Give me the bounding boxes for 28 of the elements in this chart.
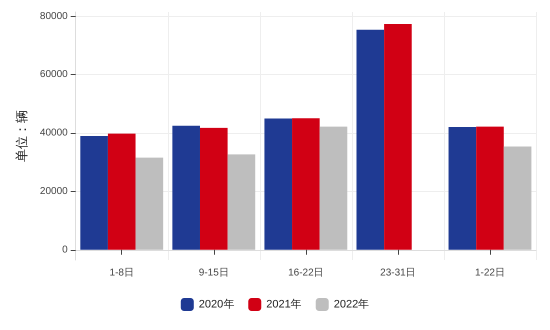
legend-label: 2021年 [266,298,302,310]
bar [292,118,320,250]
bar [80,136,108,250]
y-tick-label: 80000 [40,10,68,22]
bar [504,146,532,250]
bar [228,154,256,250]
x-tick-label: 16-22日 [288,268,324,278]
y-axis-title: 单位：辆 [15,110,30,162]
bar [136,158,164,250]
y-tick-label: 60000 [40,69,68,80]
bar [108,134,136,250]
y-tick-label: 20000 [40,186,68,197]
bar [448,126,476,250]
bar [356,30,384,250]
legend-label: 2022年 [334,298,370,310]
y-tick-label: 0 [62,244,68,256]
x-tick-label: 23-31日 [380,268,416,278]
bar [476,126,504,250]
bar [264,118,292,250]
bar [320,126,348,250]
bar [384,24,412,250]
x-tick-label: 1-8日 [110,268,134,278]
bar [200,128,228,250]
x-tick-label: 9-15日 [198,268,229,278]
y-tick-label: 40000 [40,128,68,139]
legend-label: 2020年 [198,298,234,310]
bar [172,126,200,250]
x-tick-label: 1-22日 [474,268,505,278]
